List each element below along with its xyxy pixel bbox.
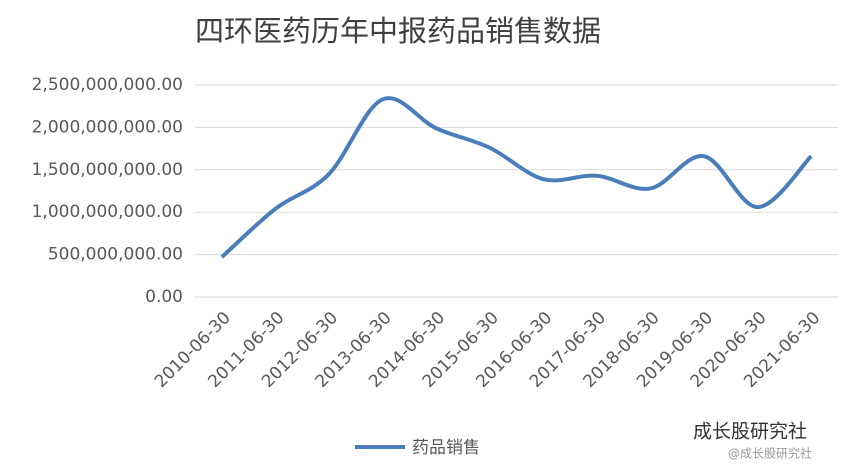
legend-label: 药品销售	[412, 438, 480, 458]
y-tick-label: 1,500,000,000.00	[32, 160, 183, 180]
y-tick-label: 2,000,000,000.00	[32, 117, 183, 137]
y-tick-label: 500,000,000.00	[48, 245, 183, 265]
series-line	[220, 96, 813, 259]
watermark-handle: @成长股研究社	[728, 446, 812, 461]
y-tick-label: 0.00	[145, 287, 183, 307]
chart-title: 四环医药历年中报药品销售数据	[195, 14, 601, 48]
y-tick-label: 2,500,000,000.00	[32, 75, 183, 95]
y-tick-label: 1,000,000,000.00	[32, 202, 183, 222]
watermark: 成长股研究社	[693, 421, 807, 443]
